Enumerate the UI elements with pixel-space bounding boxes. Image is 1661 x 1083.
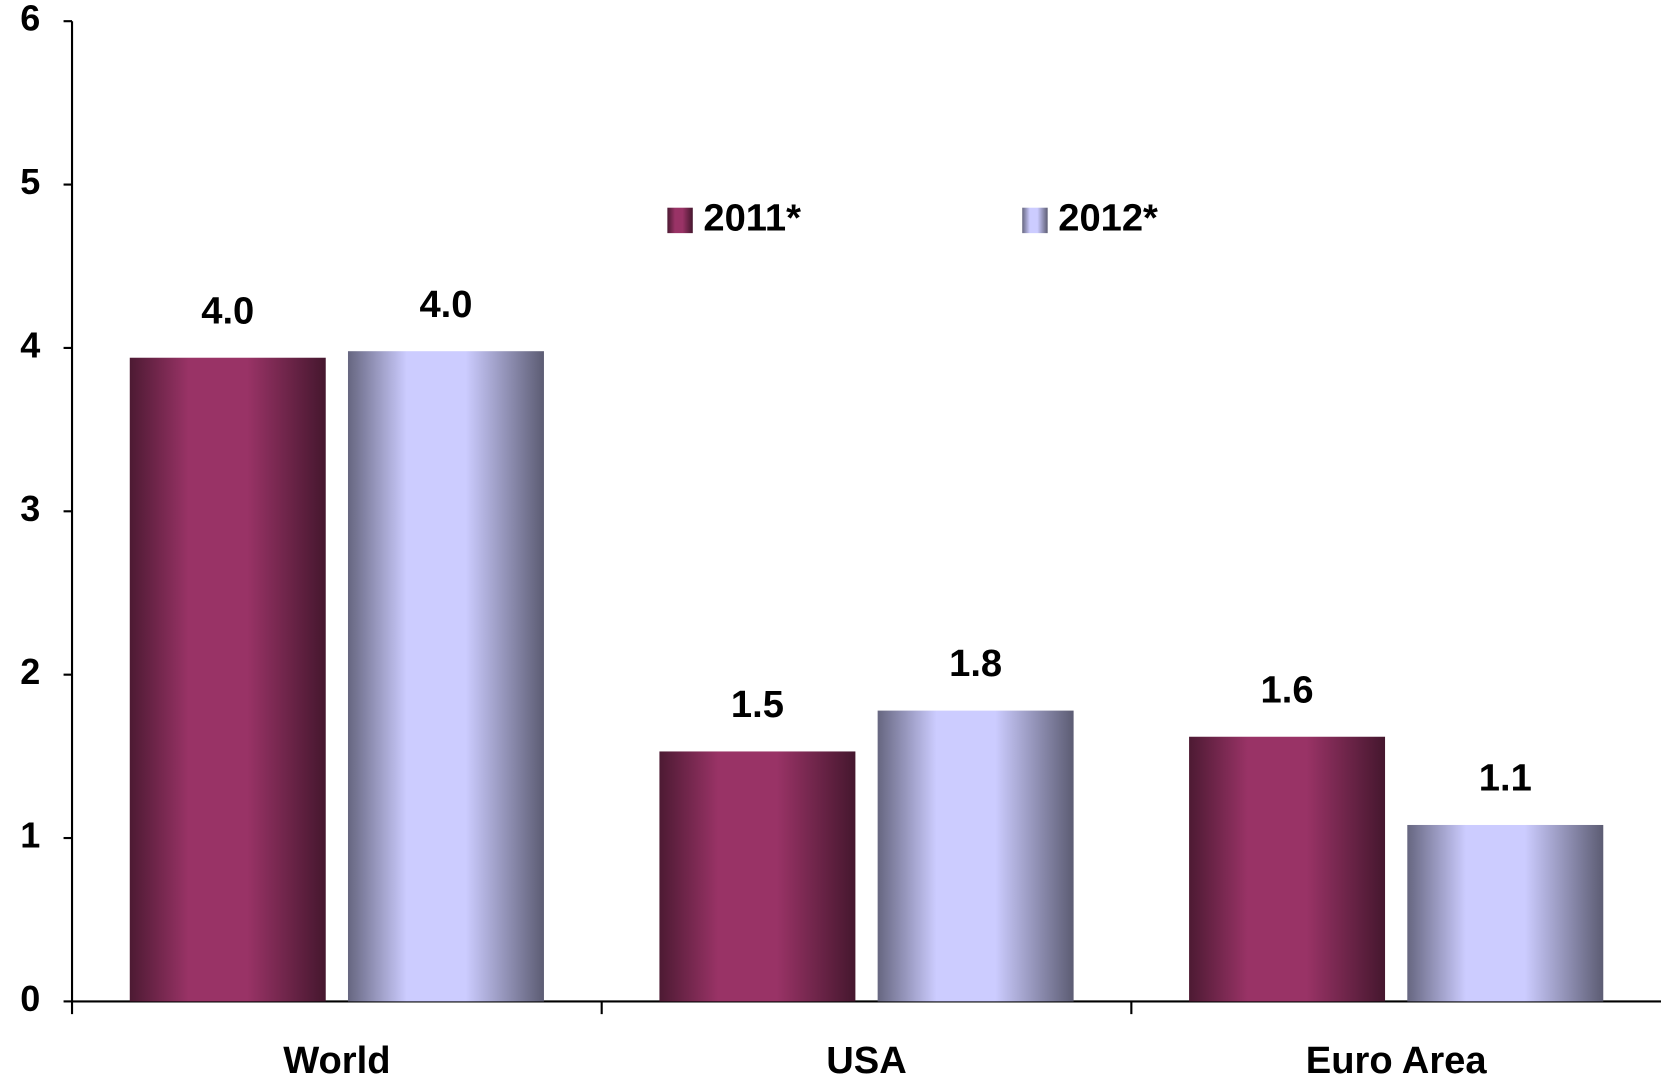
bar	[347, 351, 544, 1002]
value-label: 1.1	[1479, 757, 1532, 800]
value-label: 4.0	[419, 283, 472, 326]
y-tick-label: 0	[20, 978, 40, 1019]
y-tick-label: 4	[20, 324, 40, 365]
value-label: 1.8	[949, 642, 1002, 685]
legend-label: 2011*	[703, 196, 801, 239]
bar	[659, 751, 856, 1002]
legend-swatch	[667, 207, 693, 234]
legend-label: 2012*	[1058, 196, 1158, 239]
bar	[129, 357, 326, 1002]
x-tick-label: World	[283, 1039, 390, 1082]
value-label: 1.6	[1261, 668, 1314, 711]
y-tick-label: 1	[20, 815, 40, 856]
bar	[877, 710, 1074, 1002]
legend-swatch	[1022, 207, 1048, 234]
value-label: 4.0	[201, 289, 254, 332]
value-label: 1.5	[731, 683, 784, 726]
bar	[1189, 736, 1386, 1002]
y-tick-label: 5	[20, 161, 40, 202]
y-tick-label: 6	[20, 0, 40, 39]
x-tick-label: USA	[826, 1039, 906, 1082]
y-tick-label: 3	[20, 488, 40, 529]
y-tick-label: 2	[20, 651, 40, 692]
x-tick-label: Euro Area	[1306, 1039, 1488, 1082]
bar	[1407, 824, 1604, 1002]
